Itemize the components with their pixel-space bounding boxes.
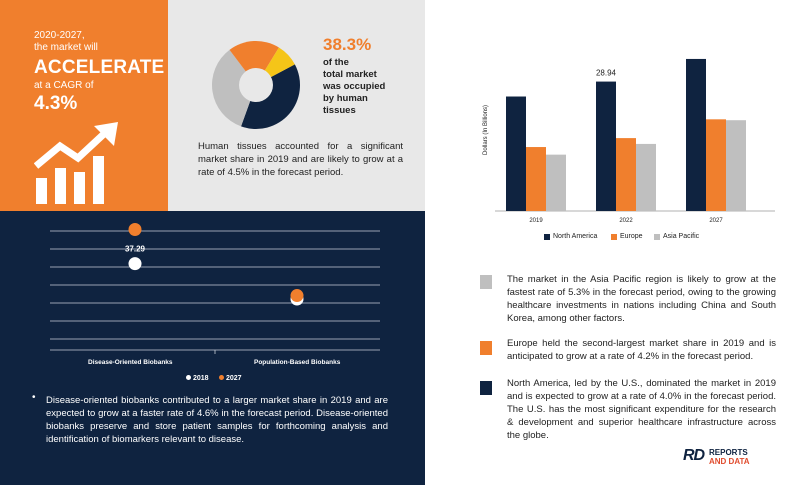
- logo-line1: REPORTS: [709, 448, 748, 457]
- legend-asia-pacific-swatch: [654, 234, 660, 240]
- y-axis-label: Dollars (In Billions): [483, 105, 489, 155]
- legend-north-america: North America: [553, 233, 598, 240]
- tissue-percent-description: of the total market was occupied by huma…: [323, 57, 418, 117]
- biobank-dot-chart: 37.29: [50, 223, 380, 354]
- cagr-value: 4.3%: [34, 93, 78, 114]
- logo-mark: RD: [683, 447, 705, 464]
- europe-note: Europe held the second-largest market sh…: [507, 338, 776, 362]
- bar-2022-europe: [616, 138, 636, 211]
- cagr-line1: 2020-2027,: [34, 30, 85, 41]
- cagr-headline: ACCELERATE: [34, 57, 165, 78]
- north-america-marker: [480, 381, 492, 395]
- asia-pacific-marker: [480, 275, 492, 289]
- data-label: 28.94: [596, 69, 617, 78]
- bar-2022-asia-pacific: [636, 143, 656, 211]
- legend-2018-swatch: [186, 375, 191, 380]
- legend-2027-swatch: [219, 375, 224, 380]
- donut-slice: [241, 64, 300, 129]
- dot-2018-disease: [128, 257, 142, 271]
- category-label-population: Population-Based Biobanks: [254, 359, 341, 366]
- bar-2022-north-america: [596, 81, 616, 212]
- dot-2027-population: [290, 289, 304, 303]
- tissue-panel: 38.3% of the total market was occupied b…: [168, 0, 425, 211]
- legend-asia-pacific: Asia Pacific: [663, 233, 700, 240]
- dot-2027-disease: [128, 223, 142, 237]
- legend-2018-label: 2018: [192, 375, 209, 382]
- percent-desc-line: total market: [323, 69, 377, 80]
- bar-2019-north-america: [506, 96, 526, 211]
- percent-desc-line: of the: [323, 57, 349, 68]
- bullet-icon: •: [32, 392, 36, 403]
- data-label: 37.29: [125, 245, 146, 254]
- biobank-panel: 37.29 Disease-Oriented Biobanks Populati…: [0, 211, 425, 485]
- bar-2027-europe: [706, 119, 726, 211]
- bar-2027-north-america: [686, 58, 706, 211]
- category-label-disease: Disease-Oriented Biobanks: [88, 359, 173, 366]
- asia-pacific-note: The market in the Asia Pacific region is…: [507, 274, 776, 324]
- x-tick-label: 2027: [709, 218, 723, 224]
- legend-2027: 2027: [219, 375, 242, 382]
- donut-slice: [229, 41, 279, 85]
- tissue-percent: 38.3%: [323, 35, 372, 54]
- regional-bars: Dollars (In Billions) 2019 2022 2027 28.94: [483, 58, 775, 224]
- legend-europe: Europe: [620, 233, 643, 240]
- europe-marker: [480, 341, 492, 355]
- north-america-note: North America, led by the U.S., dominate…: [507, 378, 776, 441]
- legend-north-america-swatch: [544, 234, 550, 240]
- bar-2019-asia-pacific: [546, 154, 566, 211]
- percent-desc-line: by human: [323, 93, 368, 104]
- legend-2027-label: 2027: [225, 375, 242, 382]
- growth-chart-icon: [34, 122, 118, 204]
- cagr-line3: at a CAGR of: [34, 80, 94, 91]
- tissue-donut-chart: [212, 41, 300, 129]
- bar-2019-europe: [526, 147, 546, 211]
- donut-slice: [212, 49, 256, 127]
- biobank-description: Disease-oriented biobanks contributed to…: [46, 395, 388, 445]
- cagr-intro: 2020-2027, the market will: [34, 30, 144, 54]
- cagr-line2: the market will: [34, 42, 98, 53]
- legend-europe-swatch: [611, 234, 617, 240]
- x-tick-label: 2022: [619, 218, 633, 224]
- donut-hole: [239, 68, 273, 102]
- percent-desc-line: tissues: [323, 105, 356, 116]
- tissue-description: Human tissues accounted for a significan…: [198, 141, 403, 178]
- x-tick-label: 2019: [529, 218, 543, 224]
- regional-bar-chart: Dollars (In Billions) 2019 2022 2027 28.94 N…: [425, 0, 800, 260]
- cagr-panel: 2020-2027, the market will ACCELERATE at…: [0, 0, 168, 211]
- logo-line2: AND DATA: [709, 457, 750, 466]
- bar-2027-asia-pacific: [726, 120, 746, 211]
- percent-desc-line: was occupied: [323, 81, 386, 92]
- legend-2018: 2018: [186, 375, 209, 382]
